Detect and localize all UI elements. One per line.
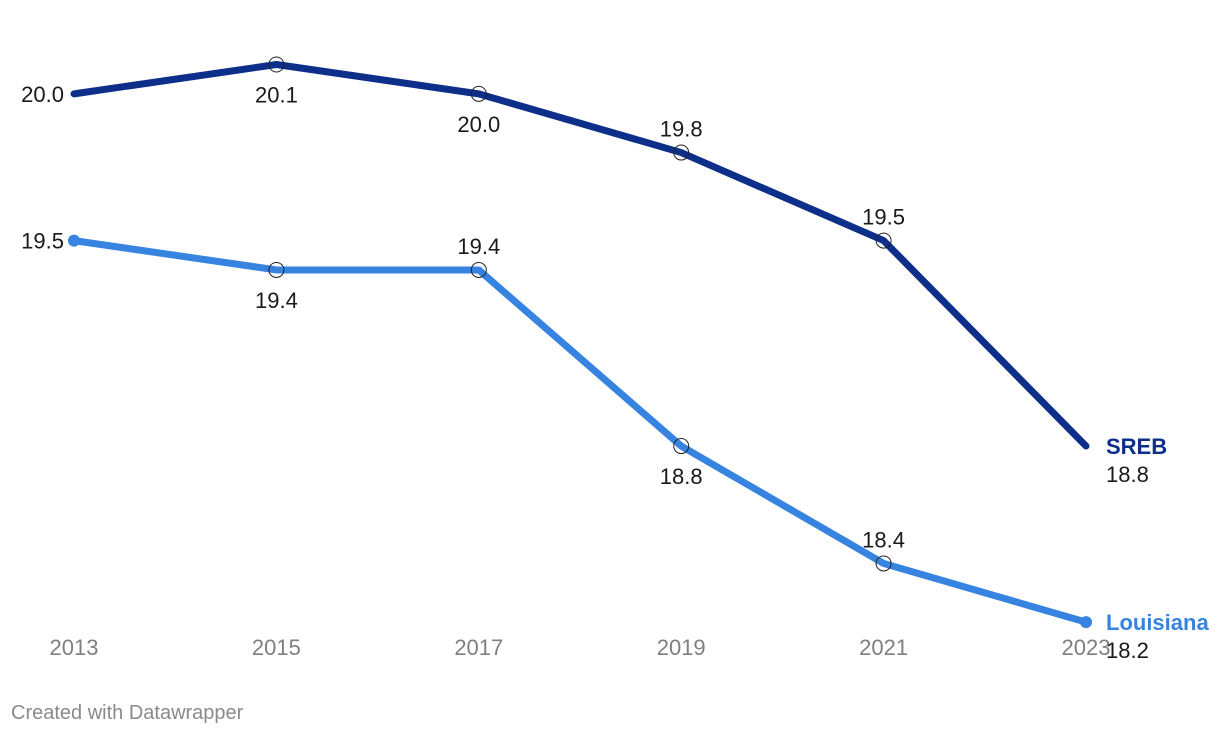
louisiana-point [470, 261, 487, 278]
sreb-point [673, 144, 690, 161]
louisiana-point [673, 438, 690, 455]
louisiana-line [70, 237, 1090, 626]
sreb-value-label: 20.0 [457, 112, 500, 137]
louisiana-value-label: 18.4 [862, 527, 905, 552]
louisiana-point [68, 234, 80, 247]
louisiana-value-label: 18.2 [1106, 638, 1149, 663]
sreb-line [70, 61, 1090, 450]
sreb-point [875, 232, 892, 249]
x-tick-label: 2023 [1062, 635, 1111, 660]
x-tick-label: 2013 [50, 635, 99, 660]
x-tick-label: 2015 [252, 635, 301, 660]
sreb-series-label: SREB [1106, 434, 1167, 459]
sreb-value-label: 20.0 [21, 82, 64, 107]
sreb-point [268, 56, 285, 73]
sreb-value-label: 18.8 [1106, 462, 1149, 487]
louisiana-point [1080, 616, 1092, 629]
louisiana-value-label: 19.4 [457, 234, 500, 259]
sreb-point [470, 85, 487, 102]
x-tick-label: 2019 [657, 635, 706, 660]
sreb-value-label: 19.8 [660, 117, 703, 142]
louisiana-series-label: Louisiana [1106, 610, 1209, 635]
louisiana-point [268, 261, 285, 278]
louisiana-value-label: 19.4 [255, 288, 298, 313]
louisiana-value-label: 19.5 [21, 229, 64, 254]
x-tick-label: 2017 [454, 635, 503, 660]
sreb-value-label: 19.5 [862, 205, 905, 230]
x-tick-label: 2021 [859, 635, 908, 660]
louisiana-point [875, 555, 892, 572]
louisiana-value-label: 18.8 [660, 464, 703, 489]
sreb-value-label: 20.1 [255, 83, 298, 108]
datawrapper-credit[interactable]: Created with Datawrapper [11, 702, 244, 724]
